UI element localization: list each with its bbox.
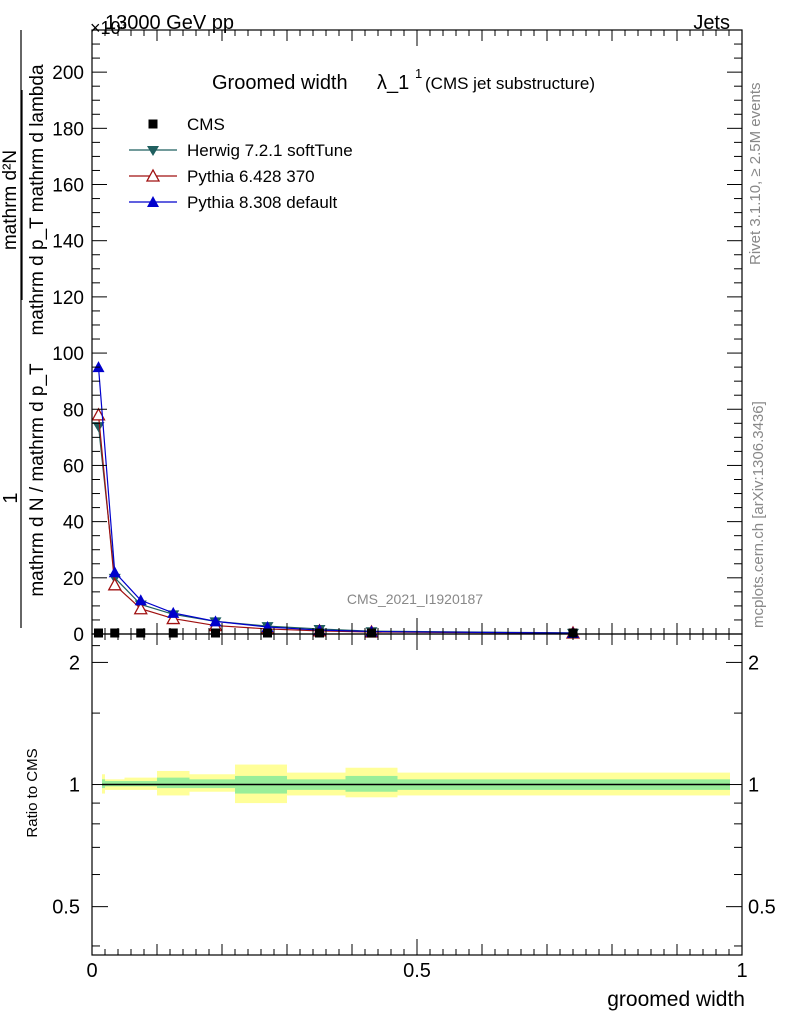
ylabel-one: 1: [0, 492, 22, 503]
ratio-y-tick-label: 1: [69, 775, 80, 797]
legend-label: Pythia 6.428 370: [187, 167, 315, 186]
energy-label: 13000 GeV pp: [105, 12, 234, 34]
plot-title-sup: 1: [415, 66, 422, 81]
y-tick-label: 0: [73, 625, 84, 646]
data-point: [92, 422, 105, 433]
y-tick-label: 20: [63, 569, 84, 590]
ratio-band-inner: [105, 781, 125, 787]
ratio-y-tick-label: 2: [69, 652, 80, 674]
y-tick-label: 140: [52, 232, 84, 253]
data-point: [107, 577, 122, 591]
data-point: [108, 566, 121, 578]
y-tick-label: 80: [63, 400, 84, 421]
legend-marker: [147, 146, 159, 156]
ratio-y-tick-label: 2: [748, 652, 759, 674]
data-point: [367, 628, 376, 638]
series-2: [91, 407, 581, 639]
ratio-y-tick-label: 0.5: [52, 897, 80, 919]
y-tick-label: 40: [63, 513, 84, 534]
legend-marker: [145, 168, 161, 182]
data-point: [263, 628, 272, 638]
series-line: [97, 414, 574, 634]
legend-label: Herwig 7.2.1 softTune: [187, 141, 353, 160]
analysis-watermark: CMS_2021_I1920187: [347, 591, 483, 607]
plot-title-lambda: λ_1: [377, 72, 409, 94]
mcplots-label: mcplots.cern.ch [arXiv:1306.3436]: [750, 401, 767, 628]
data-point: [91, 407, 106, 421]
series-1: [92, 422, 579, 639]
legend-label: Pythia 8.308 default: [187, 193, 338, 212]
x-tick-label: 0: [86, 960, 97, 982]
data-point: [133, 601, 148, 615]
rivet-label: Rivet 3.1.10, ≥ 2.5M events: [747, 83, 764, 266]
data-point: [94, 628, 103, 638]
main-y-axis-label: 1 mathrm d N / mathrm d p_T mathrm d²N m…: [0, 30, 48, 628]
data-point: [168, 628, 178, 638]
series-line: [97, 367, 574, 634]
y-tick-label: 60: [63, 456, 84, 477]
ratio-bands: [102, 764, 730, 804]
data-point: [166, 611, 181, 625]
series-3: [92, 361, 579, 638]
axes-frames: 0 20 40 60 80 100 120 140 160 180 200 0 0.5 1 0.5 0.5 1 1…: [52, 29, 776, 982]
legend-label: CMS: [187, 115, 225, 134]
y-tick-label: 200: [52, 63, 84, 84]
x-axis-label: groomed width: [607, 988, 745, 1011]
y-tick-label: 120: [52, 288, 84, 309]
main-series: [91, 361, 581, 639]
y-exponent: ×10³: [90, 18, 127, 38]
data-point: [110, 628, 120, 638]
ratio-y-tick-label: 1: [748, 775, 759, 797]
legend-marker: [148, 119, 158, 129]
series-line: [97, 426, 574, 634]
plot-title-sub: (CMS jet substructure): [425, 74, 595, 93]
plot-title-main: Groomed width: [212, 72, 348, 94]
ratio-band-inner: [189, 779, 235, 789]
y-tick-label: 180: [52, 119, 84, 140]
ratio-band-inner: [102, 779, 105, 789]
x-tick-label: 1: [736, 960, 747, 982]
legend: CMS Herwig 7.2.1 softTune Pythia 6.428 370…: [129, 115, 353, 212]
ylabel-dpt-dlambda: mathrm d p_T mathrm d lambda: [27, 64, 48, 335]
ylabel-dn-dpt: mathrm d N / mathrm d p_T: [27, 363, 48, 597]
data-point: [315, 628, 324, 638]
legend-marker: [147, 196, 159, 207]
ylabel-d2n: mathrm d²N: [0, 150, 21, 250]
category-label: Jets: [693, 12, 730, 34]
ratio-y-tick-label: 0.5: [748, 897, 776, 919]
data-point: [211, 628, 220, 638]
y-tick-label: 160: [52, 176, 84, 197]
x-tick-label: 0.5: [403, 960, 431, 982]
data-point: [134, 594, 147, 606]
ratio-y-label: Ratio to CMS: [24, 748, 41, 837]
y-tick-label: 100: [52, 344, 84, 365]
data-point: [167, 606, 180, 618]
ratio-band-inner: [157, 777, 190, 789]
data-point: [209, 615, 222, 627]
data-point: [136, 628, 146, 638]
ratio-band-inner: [124, 781, 157, 787]
